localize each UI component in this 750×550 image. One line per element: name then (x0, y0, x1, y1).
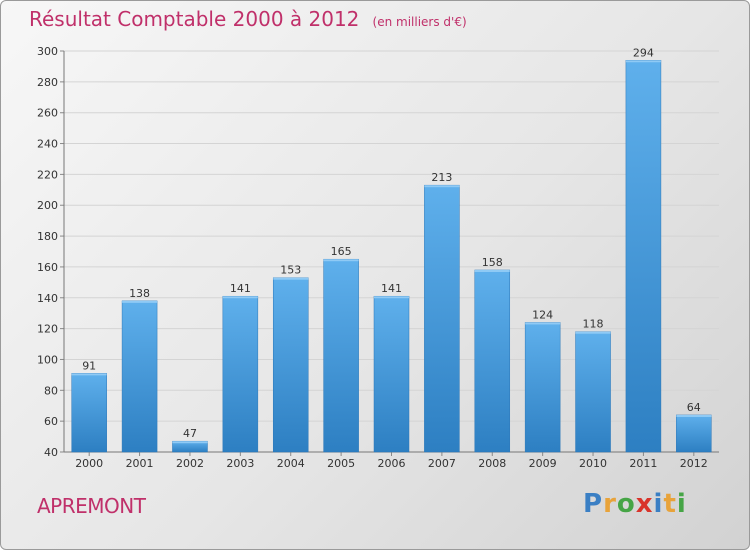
bar-highlight (676, 414, 712, 417)
y-tick-label: 140 (37, 292, 58, 305)
bar-highlight (575, 331, 611, 334)
y-tick-label: 160 (37, 261, 58, 274)
y-tick-label: 80 (44, 384, 58, 397)
x-tick-label: 2004 (277, 457, 305, 470)
city-name: APREMONT (37, 494, 146, 518)
x-tick-label: 2006 (378, 457, 406, 470)
x-tick-label: 2011 (629, 457, 657, 470)
brand-letter: P (583, 489, 604, 519)
y-tick-label: 200 (37, 199, 58, 212)
y-tick-label: 220 (37, 168, 58, 181)
y-tick-label: 120 (37, 323, 58, 336)
bar-highlight (424, 185, 460, 188)
x-tick-label: 2010 (579, 457, 607, 470)
data-label: 118 (583, 318, 604, 331)
data-label: 138 (129, 287, 150, 300)
brand-letter: x (635, 489, 654, 519)
data-label: 47 (183, 427, 197, 440)
bar-highlight (474, 270, 510, 273)
bar-highlight (222, 296, 258, 299)
bar (222, 295, 259, 453)
bar (474, 269, 511, 453)
bar-highlight (374, 296, 409, 299)
y-tick-label: 60 (44, 415, 58, 428)
y-tick-label: 240 (37, 138, 58, 151)
bar-highlight (625, 60, 661, 63)
x-tick-label: 2007 (428, 457, 456, 470)
brand-logo: Proxiti (583, 489, 687, 519)
brand-letter: i (676, 489, 687, 519)
bar (676, 414, 712, 453)
data-label: 64 (687, 401, 701, 414)
bar (575, 331, 611, 453)
x-tick-label: 2009 (529, 457, 557, 470)
x-tick-label: 2003 (226, 457, 254, 470)
x-tick-label: 2012 (680, 457, 708, 470)
label-layer: 91 138 47 141 153 165 141 213 158 124 118 294 64 (82, 46, 701, 440)
x-tick-label: 2005 (327, 457, 355, 470)
bar-highlight (273, 277, 309, 280)
data-label: 141 (381, 282, 402, 295)
y-tick-label: 40 (44, 446, 58, 459)
data-label: 213 (431, 171, 452, 184)
data-label: 294 (633, 46, 654, 59)
brand-letter: i (653, 489, 664, 519)
x-tick-label: 2000 (75, 457, 103, 470)
data-label: 141 (230, 282, 251, 295)
bar-layer (71, 60, 712, 453)
bar (625, 60, 662, 453)
brand-letter: o (616, 489, 636, 519)
y-tick-label: 180 (37, 230, 58, 243)
bar-highlight (323, 259, 359, 262)
bar-highlight (172, 441, 208, 444)
bar (373, 295, 410, 453)
bar (524, 322, 561, 453)
chart-title: Résultat Comptable 2000 à 2012 (29, 7, 360, 31)
bar-highlight (525, 322, 561, 325)
bar (71, 373, 107, 453)
title-row: Résultat Comptable 2000 à 2012 (en milli… (29, 7, 467, 31)
x-tick-label: 2001 (126, 457, 154, 470)
y-tick-label: 100 (37, 353, 58, 366)
bar (424, 184, 460, 453)
bar (121, 300, 158, 453)
x-tick-label: 2002 (176, 457, 204, 470)
bar-highlight (71, 373, 107, 376)
y-tick-label: 280 (37, 76, 58, 89)
bar-highlight (122, 300, 158, 303)
chart-subtitle: (en milliers d'€) (372, 15, 467, 29)
data-label: 124 (532, 308, 553, 321)
y-tick-label: 260 (37, 107, 58, 120)
y-tick-label: 300 (37, 45, 58, 58)
data-label: 91 (82, 359, 96, 372)
bar (323, 258, 359, 453)
x-tick-label: 2008 (478, 457, 506, 470)
data-label: 153 (280, 264, 301, 277)
axis-layer: 40 60 80 100 120 140 160 180 200 220 240 260 280 300 2… (37, 45, 719, 470)
brand-letter: r (603, 489, 617, 519)
brand-letter: t (663, 489, 677, 519)
data-label: 165 (331, 245, 352, 258)
data-label: 158 (482, 256, 503, 269)
bar (272, 277, 309, 453)
